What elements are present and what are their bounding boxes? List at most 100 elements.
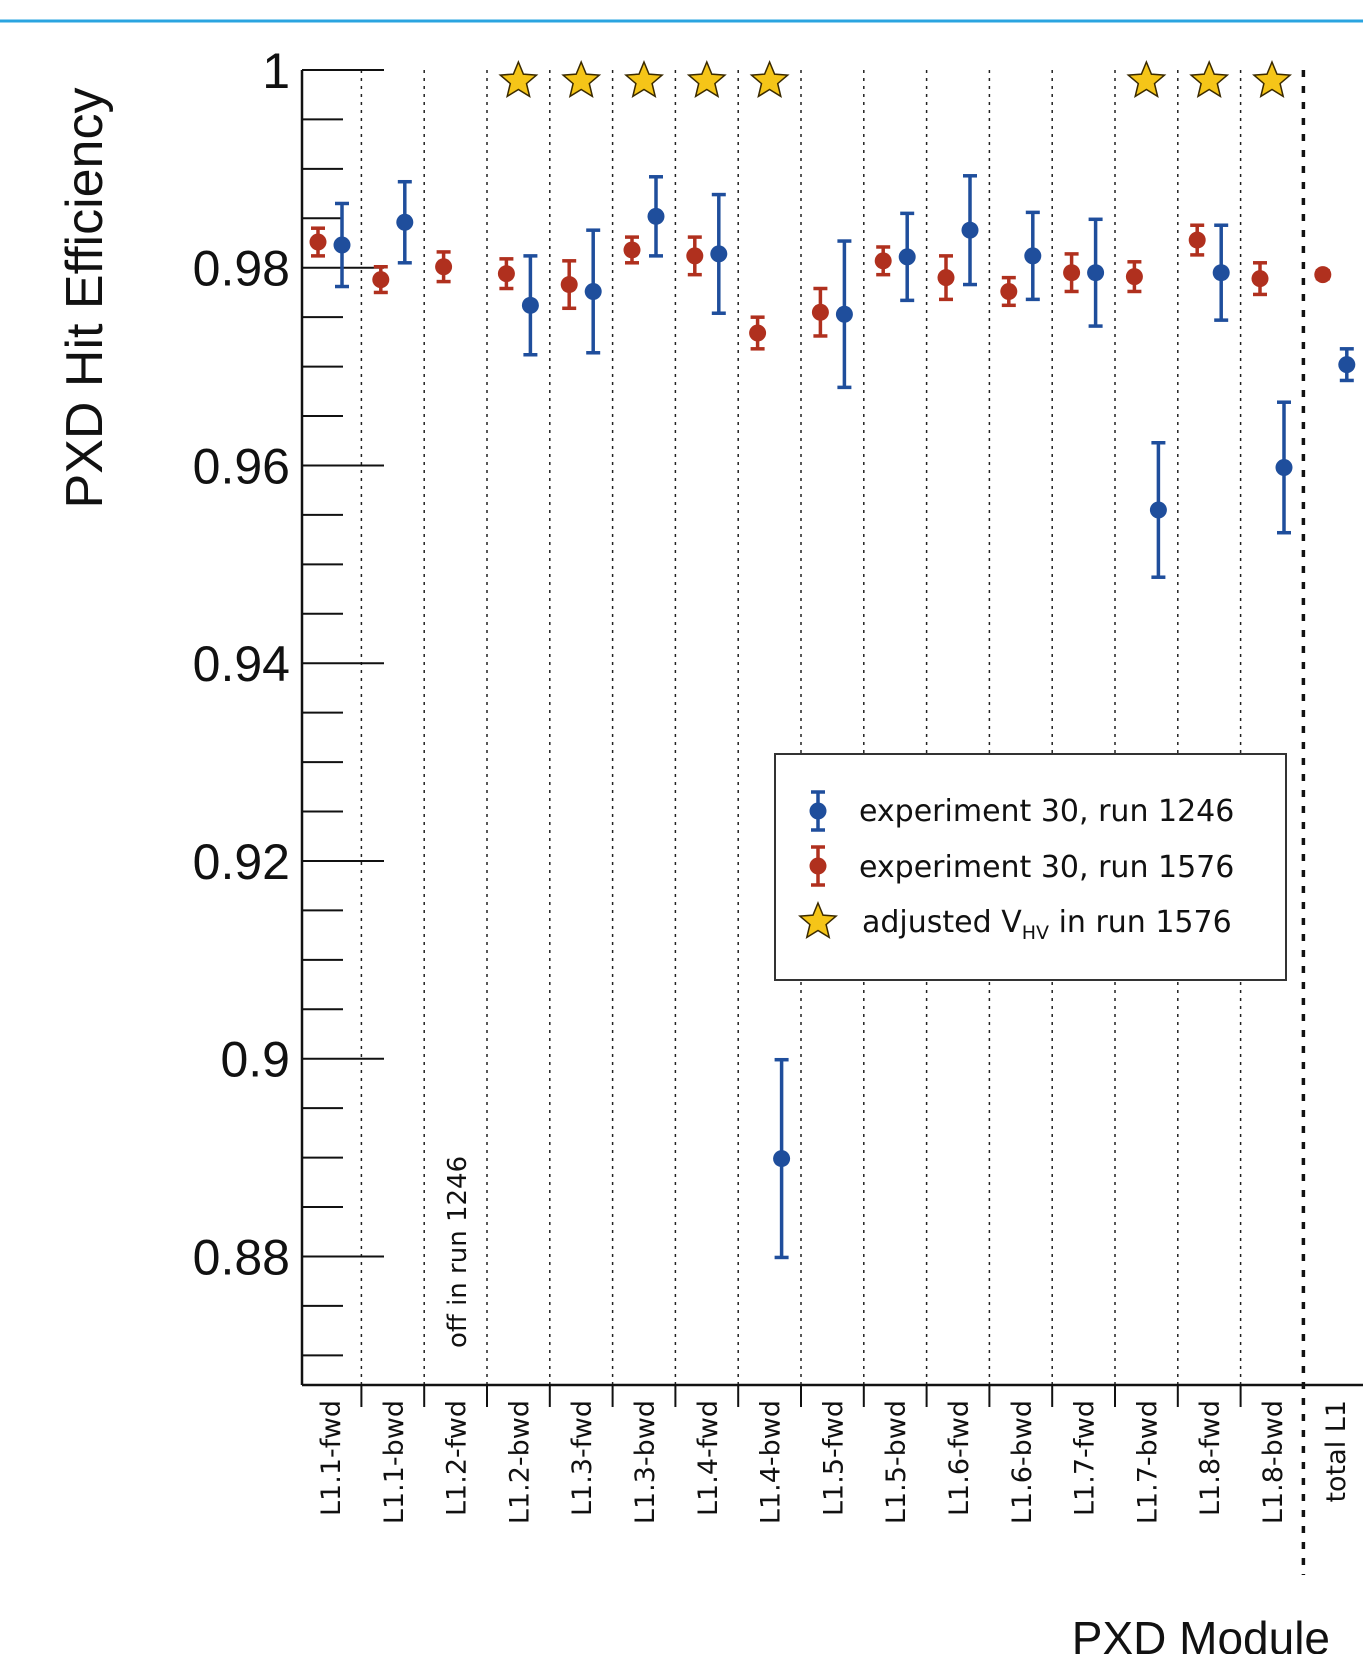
point-run-1576 — [1063, 252, 1081, 294]
x-tick-label: L1.4-bwd — [756, 1400, 787, 1524]
x-tick-label: L1.7-fwd — [1070, 1400, 1101, 1516]
x-tick-label: L1.1-bwd — [379, 1400, 410, 1524]
y-tick-label: 0.9 — [220, 1032, 290, 1088]
marker-dot — [835, 305, 853, 323]
star-marker-icon — [686, 60, 727, 98]
y-axis-title: PXD Hit Efficiency — [56, 88, 114, 509]
marker-dot — [396, 213, 414, 231]
marker-dot — [1212, 264, 1230, 282]
point-run-1576 — [1251, 261, 1269, 297]
point-run-1576 — [749, 315, 767, 351]
x-tick-label: L1.3-bwd — [630, 1400, 661, 1524]
marker-dot — [1275, 458, 1293, 476]
x-tick-label: L1.6-bwd — [1007, 1400, 1038, 1524]
marker-dot — [623, 241, 641, 259]
star-marker-icon — [1126, 60, 1167, 98]
point-run-1246 — [961, 174, 979, 287]
y-axis: 1 0.98 0.96 0.94 0.92 0.9 0.88 — [193, 43, 1363, 1387]
legend-star-icon — [798, 901, 838, 939]
marker-dot — [584, 282, 602, 300]
marker-dot — [1024, 247, 1042, 265]
marker-dot — [686, 247, 704, 265]
point-run-1576 — [1314, 266, 1332, 284]
marker-dot — [1149, 501, 1167, 519]
point-run-1246 — [1024, 210, 1042, 302]
legend-star-shape — [798, 901, 838, 939]
x-tick-label: L1.3-fwd — [567, 1400, 598, 1516]
marker-dot — [333, 236, 351, 254]
point-run-1246 — [396, 179, 414, 265]
point-run-1576 — [309, 226, 327, 258]
point-run-1246 — [1149, 440, 1167, 579]
grid-separators — [360, 70, 1306, 1575]
legend-dot — [809, 857, 827, 875]
marker-dot — [1251, 270, 1269, 288]
legend-label-run-1246: experiment 30, run 1246 — [859, 794, 1234, 829]
x-tick-label: total L1 — [1321, 1400, 1352, 1503]
legend-label-adjusted-hv: adjusted VHV in run 1576 — [862, 905, 1232, 944]
marker-dot — [560, 276, 578, 294]
point-run-1246 — [1087, 217, 1105, 328]
marker-dot — [309, 233, 327, 251]
legend-dot — [809, 802, 827, 820]
x-tick-label: L1.6-fwd — [944, 1400, 975, 1516]
marker-dot — [372, 271, 390, 289]
legend-marker-run-1576 — [809, 845, 827, 887]
x-tick-label: L1.1-fwd — [316, 1400, 347, 1516]
point-run-1246 — [1275, 400, 1293, 535]
y-tick-label: 0.96 — [193, 438, 290, 494]
point-run-1576 — [811, 286, 829, 338]
point-run-1246 — [521, 254, 539, 357]
point-run-1576 — [497, 257, 515, 291]
data-points — [309, 174, 1356, 1260]
point-run-1246 — [333, 201, 351, 289]
legend: experiment 30, run 1246 experiment 30, r… — [774, 753, 1287, 981]
point-run-1576 — [874, 245, 892, 277]
star-markers — [498, 60, 1292, 98]
y-tick-label: 0.88 — [193, 1229, 290, 1285]
point-run-1246 — [835, 239, 853, 390]
x-tick-label: L1.2-bwd — [504, 1400, 535, 1524]
legend-label-run-1576: experiment 30, run 1576 — [859, 850, 1234, 885]
point-run-1246 — [898, 211, 916, 303]
marker-dot — [874, 252, 892, 270]
point-run-1576 — [372, 265, 390, 295]
legend-box — [774, 753, 1287, 981]
marker-dot — [435, 258, 453, 276]
marker-dot — [1087, 264, 1105, 282]
star-marker-icon — [1252, 60, 1292, 98]
star-marker-icon — [624, 60, 664, 98]
x-tick-label: L1.8-fwd — [1195, 1400, 1226, 1516]
x-tick-label: L1.7-bwd — [1132, 1400, 1163, 1524]
marker-dot — [1000, 282, 1018, 300]
x-tick-label: L1.5-bwd — [881, 1400, 912, 1524]
x-tick-label: L1.8-bwd — [1258, 1400, 1289, 1524]
point-run-1246 — [773, 1057, 791, 1260]
marker-dot — [898, 248, 916, 266]
marker-dot — [749, 324, 767, 342]
marker-dot — [1188, 231, 1206, 249]
point-run-1576 — [1000, 275, 1018, 308]
off-run-annotation: off in run 1246 — [443, 1156, 473, 1348]
marker-dot — [1338, 356, 1356, 374]
point-run-1246 — [1338, 347, 1356, 383]
marker-dot — [1314, 266, 1332, 284]
x-tick-label: L1.5-fwd — [818, 1400, 849, 1516]
marker-dot — [1063, 264, 1081, 282]
marker-dot — [773, 1150, 791, 1168]
point-run-1246 — [1212, 223, 1230, 322]
marker-dot — [1125, 268, 1143, 286]
star-marker-icon — [498, 60, 539, 98]
x-axis-title: PXD Module — [1072, 1612, 1330, 1654]
marker-dot — [710, 245, 728, 263]
point-run-1576 — [560, 259, 578, 311]
marker-dot — [521, 296, 539, 314]
marker-dot — [961, 221, 979, 239]
y-tick-label: 0.92 — [193, 834, 290, 890]
point-run-1246 — [647, 175, 665, 258]
y-tick-label: 0.94 — [193, 636, 290, 692]
category-labels: L1.1-fwd L1.1-bwd L1.2-fwd L1.2-bwd L1.3-fwd… — [316, 1400, 1352, 1524]
star-marker-icon — [561, 60, 602, 98]
